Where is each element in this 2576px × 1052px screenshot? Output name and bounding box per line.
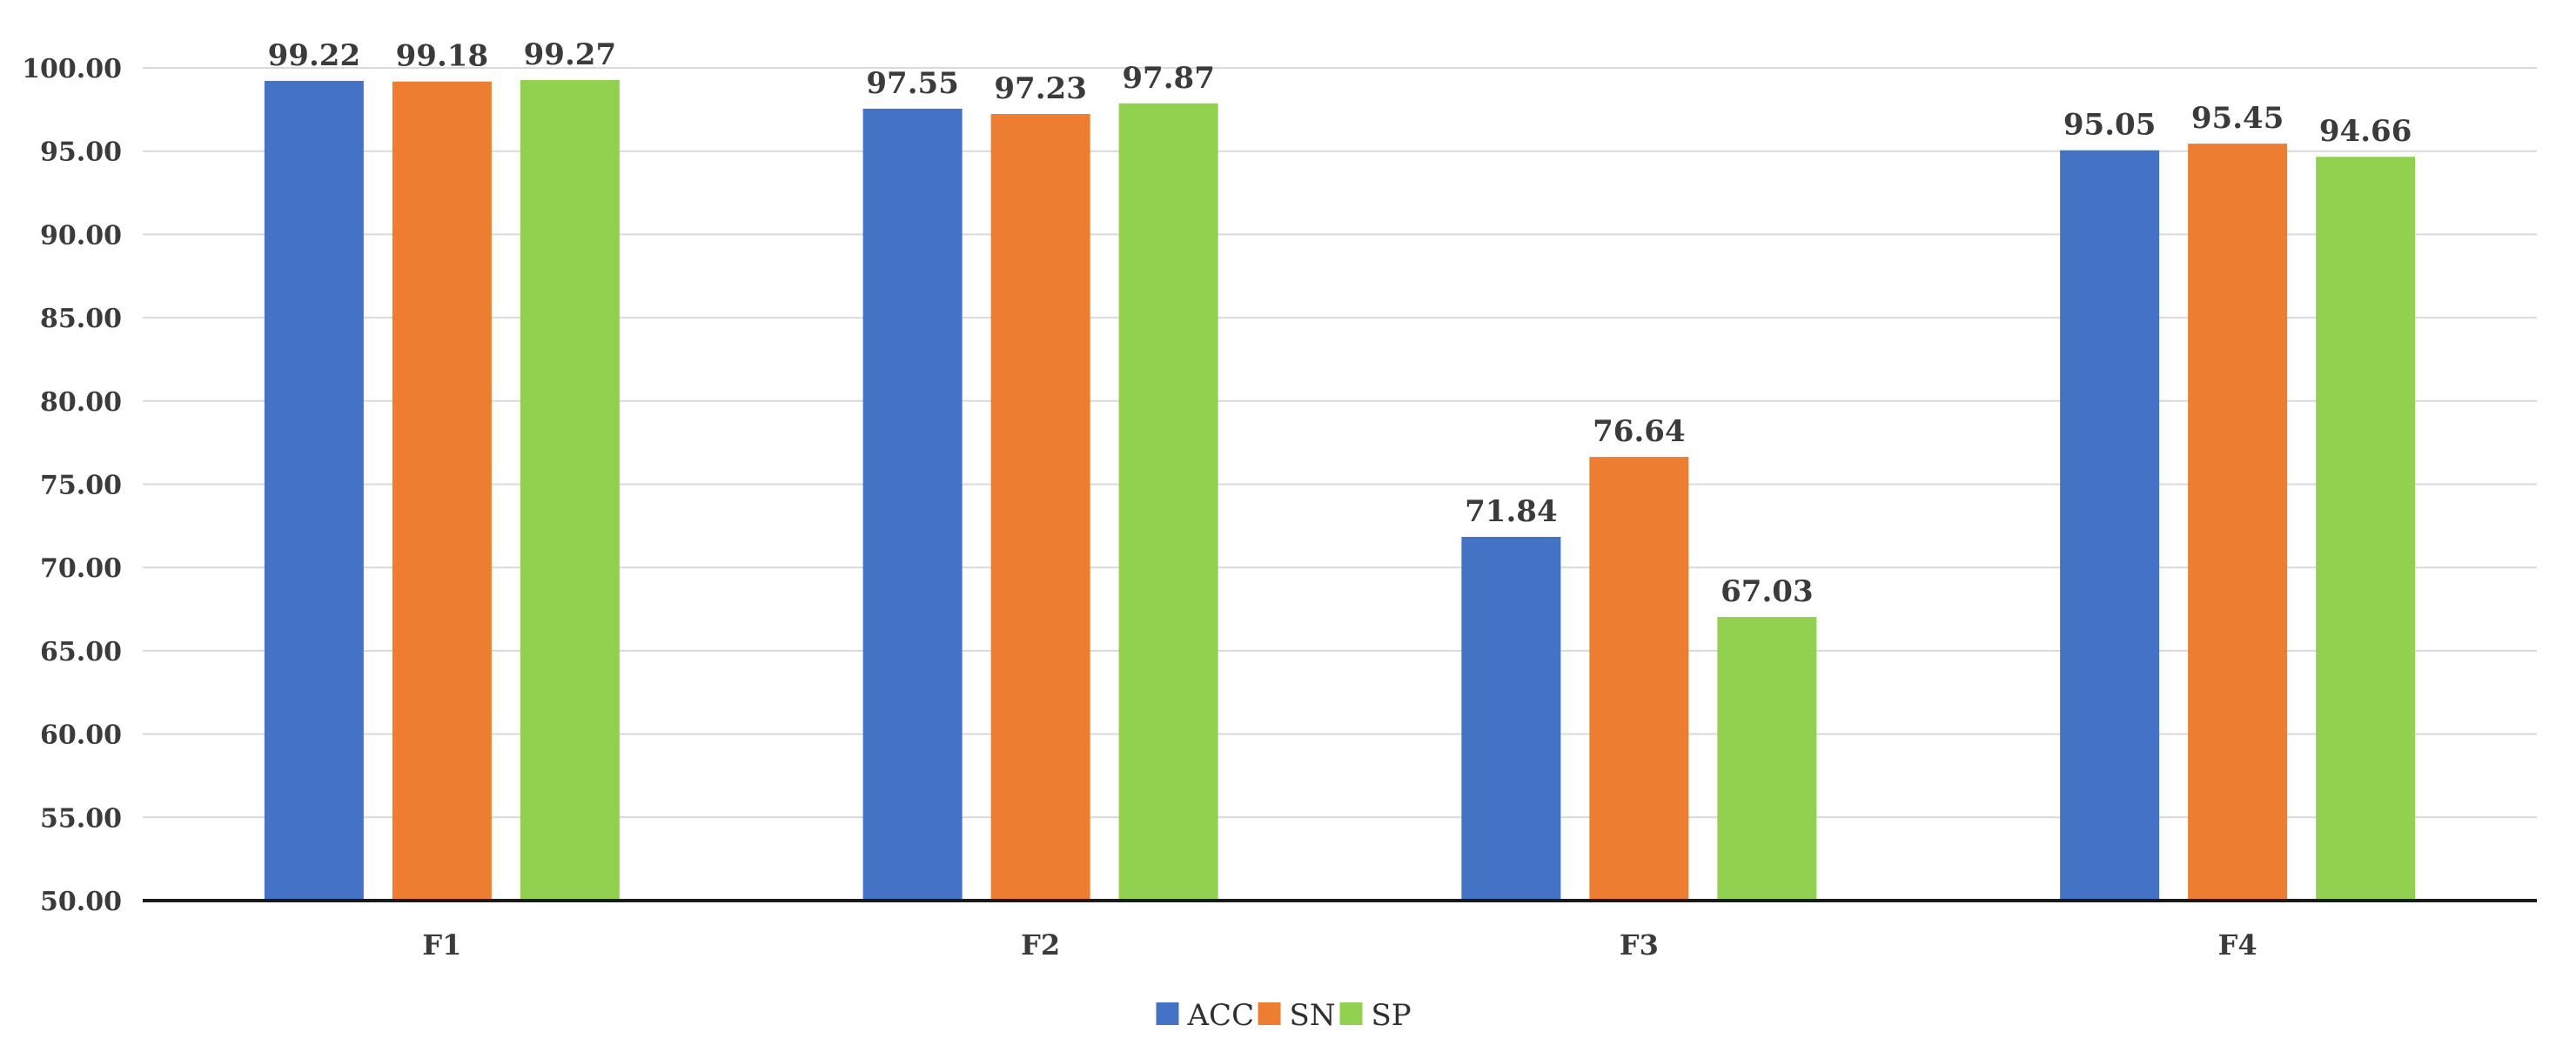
data-label: 99.22 (268, 38, 360, 73)
data-label: 95.05 (2063, 108, 2156, 143)
y-tick-label: 65.00 (40, 637, 122, 667)
y-tick-label: 85.00 (40, 304, 122, 334)
legend-label: SN (1290, 998, 1336, 1033)
data-label: 97.55 (866, 66, 958, 101)
y-tick-label: 60.00 (40, 720, 122, 751)
y-tick-label: 95.00 (40, 137, 122, 168)
legend-swatch (1156, 1002, 1179, 1025)
legend: ACC SN SP (1156, 998, 1412, 1033)
bar-sn-f4 (2188, 144, 2288, 901)
y-tick-label: 80.00 (40, 387, 122, 418)
legend-swatch (1339, 1002, 1363, 1025)
legend-swatch (1258, 1002, 1281, 1025)
x-tick-label: F4 (2218, 928, 2257, 962)
legend-item-acc: ACC (1156, 998, 1255, 1033)
y-tick-label: 70.00 (40, 553, 122, 584)
bars (264, 79, 2416, 901)
bar-acc-f1 (264, 80, 364, 901)
data-label: 67.03 (1721, 574, 1813, 609)
y-tick-label: 50.00 (40, 887, 122, 917)
bar-acc-f4 (2060, 150, 2160, 901)
data-label: 99.27 (524, 37, 616, 72)
data-label: 71.84 (1465, 494, 1557, 529)
x-tick-label: F1 (422, 928, 461, 962)
bar-sp-f4 (2316, 157, 2416, 901)
legend-label: ACC (1187, 998, 1255, 1033)
bar-sn-f1 (392, 81, 492, 901)
data-label: 95.45 (2191, 101, 2284, 136)
y-tick-label: 90.00 (40, 220, 122, 251)
data-label: 94.66 (2319, 114, 2412, 149)
data-label: 97.87 (1122, 61, 1214, 96)
bar-sp-f2 (1118, 103, 1218, 901)
x-axis-category-labels: F1 F2 F3 F4 (422, 928, 2257, 962)
data-labels: 99.22 99.18 99.27 97.55 97.23 97.87 71.84 76.64… (268, 37, 2412, 609)
bar-sp-f3 (1717, 617, 1817, 901)
x-tick-label: F3 (1620, 928, 1659, 962)
data-label: 76.64 (1593, 414, 1685, 449)
y-tick-label: 100.00 (22, 54, 122, 84)
bar-acc-f2 (862, 108, 963, 901)
gridlines (143, 67, 2537, 819)
bar-sp-f1 (520, 79, 620, 901)
data-label: 97.23 (994, 71, 1086, 106)
bar-acc-f3 (1461, 536, 1561, 901)
data-label: 99.18 (396, 39, 488, 74)
legend-item-sp: SP (1339, 998, 1412, 1033)
y-tick-label: 55.00 (40, 803, 122, 834)
x-tick-label: F2 (1021, 928, 1060, 962)
y-axis-tick-labels: 50.00 55.00 60.00 65.00 70.00 75.00 80.00 85.00… (22, 54, 122, 917)
legend-item-sn: SN (1258, 998, 1336, 1033)
bar-sn-f2 (990, 114, 1090, 901)
y-tick-label: 75.00 (40, 471, 122, 501)
legend-label: SP (1372, 998, 1412, 1033)
bar-sn-f3 (1589, 457, 1689, 901)
